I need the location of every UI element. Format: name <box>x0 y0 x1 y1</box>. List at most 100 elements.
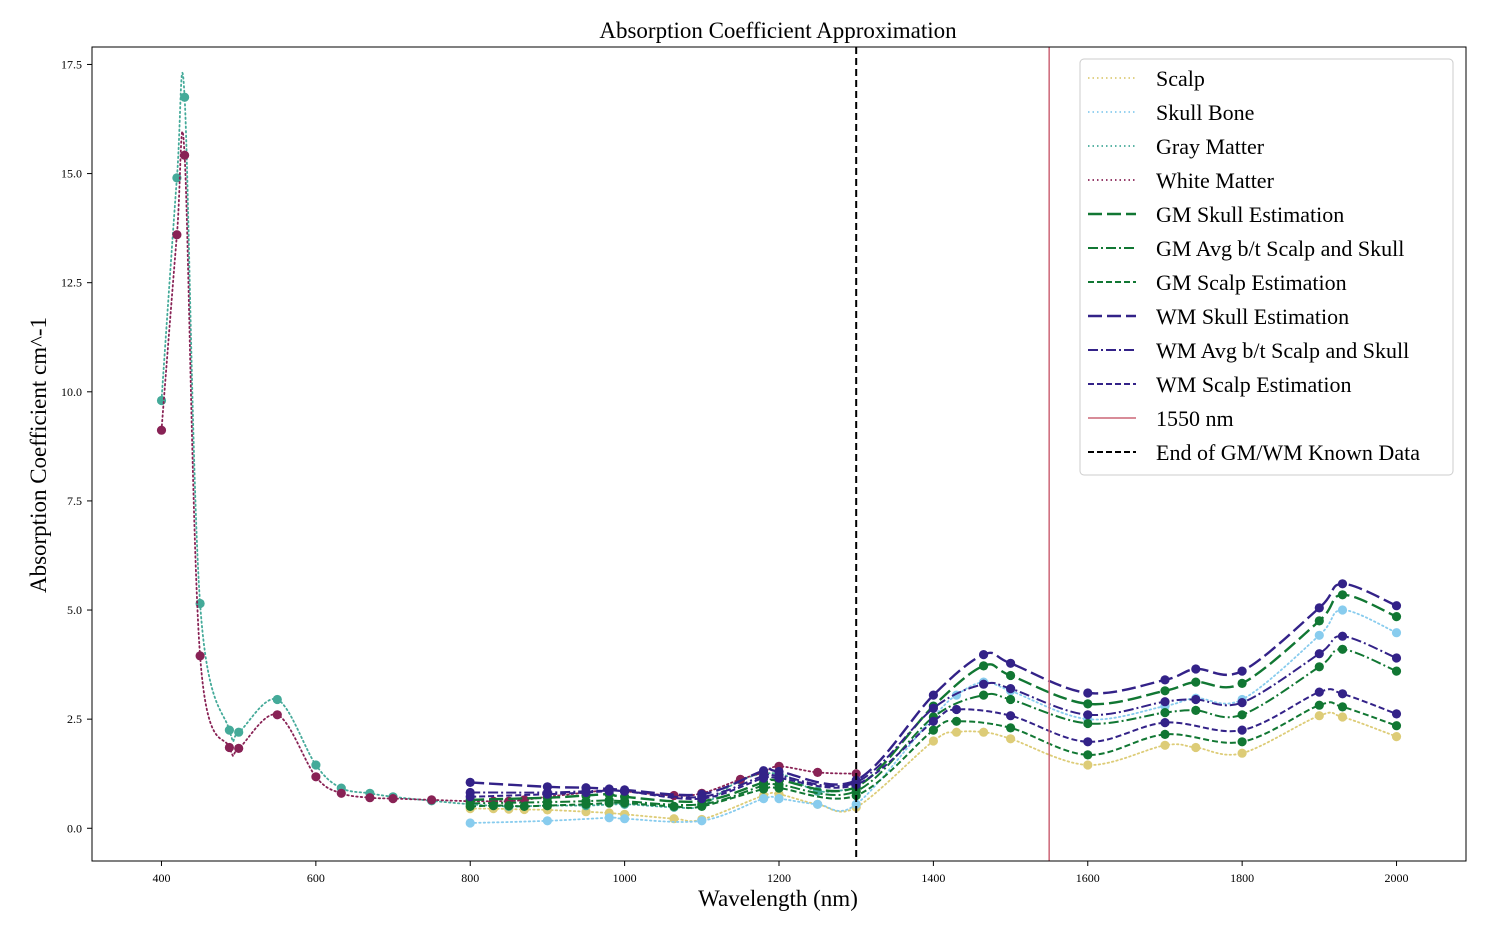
x-tick-label-0: 400 <box>152 871 170 885</box>
series-4-point-17 <box>1337 590 1348 600</box>
series-3-point-7 <box>311 772 321 782</box>
y-tick-label-4: 10.0 <box>61 385 82 399</box>
series-6-point-16 <box>1083 750 1093 760</box>
series-0-point-24 <box>1391 732 1402 742</box>
series-1-point-2 <box>604 813 614 823</box>
legend-label-11: End of GM/WM Known Data <box>1156 440 1420 465</box>
series-1-point-7 <box>813 799 823 809</box>
series-1-point-1 <box>542 816 553 826</box>
series-9-point-3 <box>604 786 614 796</box>
series-8-point-10 <box>979 679 989 689</box>
series-2-point-7 <box>311 760 321 770</box>
legend-label-4: GM Skull Estimation <box>1156 202 1344 227</box>
series-6-point-4 <box>542 801 553 811</box>
series-3-point-3 <box>195 651 205 661</box>
series-5-point-10 <box>979 690 989 700</box>
series-3-point-8 <box>336 788 346 798</box>
series-4-point-10 <box>979 661 989 671</box>
series-9-point-9 <box>928 716 939 726</box>
series-9-point-13 <box>1160 718 1170 728</box>
series-9-point-17 <box>1391 709 1402 719</box>
x-tick-label-7: 1800 <box>1230 871 1254 885</box>
series-0-point-23 <box>1337 712 1348 722</box>
series-7-point-16 <box>1314 603 1324 613</box>
series-0-point-14 <box>928 736 939 746</box>
series-0-point-8 <box>669 814 679 824</box>
chart-title: Absorption Coefficient Approximation <box>599 18 957 43</box>
series-2-point-4 <box>224 725 234 735</box>
series-0-point-16 <box>979 727 989 737</box>
series-1-point-4 <box>697 816 707 826</box>
legend-label-9: WM Scalp Estimation <box>1156 372 1352 397</box>
x-tick-label-4: 1200 <box>767 871 791 885</box>
series-1-point-3 <box>620 814 630 824</box>
series-8-point-16 <box>1314 649 1324 659</box>
series-6-point-5 <box>581 799 591 809</box>
series-3-point-5 <box>234 743 244 754</box>
series-7-point-9 <box>928 690 939 700</box>
series-8-point-13 <box>1160 697 1170 707</box>
series-4-point-15 <box>1237 678 1247 689</box>
x-tick-label-3: 1000 <box>613 871 637 885</box>
series-8-point-18 <box>1391 653 1402 663</box>
series-3-point-10 <box>388 794 398 804</box>
series-9-point-2 <box>581 787 591 798</box>
y-tick-label-5: 12.5 <box>61 276 82 290</box>
y-tick-label-2: 5.0 <box>67 603 82 617</box>
series-1-point-8 <box>851 799 861 809</box>
series-7-point-14 <box>1191 664 1201 674</box>
series-line-3 <box>160 130 858 803</box>
series-0-point-15 <box>951 727 962 737</box>
series-2-point-1 <box>172 173 182 183</box>
series-line-2 <box>160 72 858 810</box>
legend-label-6: GM Scalp Estimation <box>1156 270 1347 295</box>
series-5-point-14 <box>1191 705 1201 716</box>
series-2-point-6 <box>272 694 282 705</box>
y-tick-label-6: 15.0 <box>61 167 82 181</box>
series-4-point-11 <box>1006 670 1016 681</box>
series-0-point-19 <box>1160 740 1170 750</box>
x-tick-label-8: 2000 <box>1385 871 1409 885</box>
x-tick-label-6: 1600 <box>1076 871 1100 885</box>
series-5-point-11 <box>1006 694 1016 705</box>
legend-box <box>1079 58 1454 476</box>
legend-label-1: Skull Bone <box>1156 100 1254 125</box>
series-3-point-2 <box>180 150 190 160</box>
y-tick-label-0: 0.0 <box>67 821 82 835</box>
x-tick-label-1: 600 <box>307 871 325 885</box>
series-1-point-18 <box>1337 605 1348 615</box>
series-6-point-1 <box>488 801 498 811</box>
legend-label-3: White Matter <box>1156 168 1275 193</box>
series-1-point-17 <box>1314 630 1324 640</box>
legend-label-0: Scalp <box>1156 66 1205 91</box>
series-6-point-11 <box>774 783 784 793</box>
series-2-point-5 <box>234 727 244 737</box>
series-9-point-4 <box>620 786 630 796</box>
series-7-point-12 <box>1083 688 1093 698</box>
series-9-point-1 <box>542 789 553 799</box>
series-7-point-13 <box>1160 675 1170 685</box>
legend-label-10: 1550 nm <box>1156 406 1234 431</box>
series-7-point-18 <box>1391 601 1402 611</box>
series-8-point-15 <box>1237 698 1247 708</box>
y-axis-label: Absorption Coefficient cm^-1 <box>26 317 51 593</box>
series-6-point-0 <box>465 801 475 812</box>
series-8-point-11 <box>1006 684 1016 694</box>
series-6-point-7 <box>620 798 630 808</box>
plot-content <box>156 47 1402 861</box>
series-4-point-14 <box>1191 677 1201 687</box>
series-3-point-1 <box>172 230 182 240</box>
series-6-point-2 <box>504 801 514 811</box>
y-tick-label-3: 7.5 <box>67 494 82 508</box>
series-9-point-7 <box>774 773 784 783</box>
series-9-point-0 <box>465 792 475 802</box>
x-axis-label: Wavelength (nm) <box>698 886 858 911</box>
series-9-point-10 <box>951 704 962 715</box>
series-6-point-6 <box>604 798 614 808</box>
series-1-point-19 <box>1391 628 1402 638</box>
series-0-point-22 <box>1314 711 1324 721</box>
series-1-point-0 <box>465 818 475 828</box>
series-1-point-6 <box>774 794 784 804</box>
series-8-point-14 <box>1191 694 1201 705</box>
